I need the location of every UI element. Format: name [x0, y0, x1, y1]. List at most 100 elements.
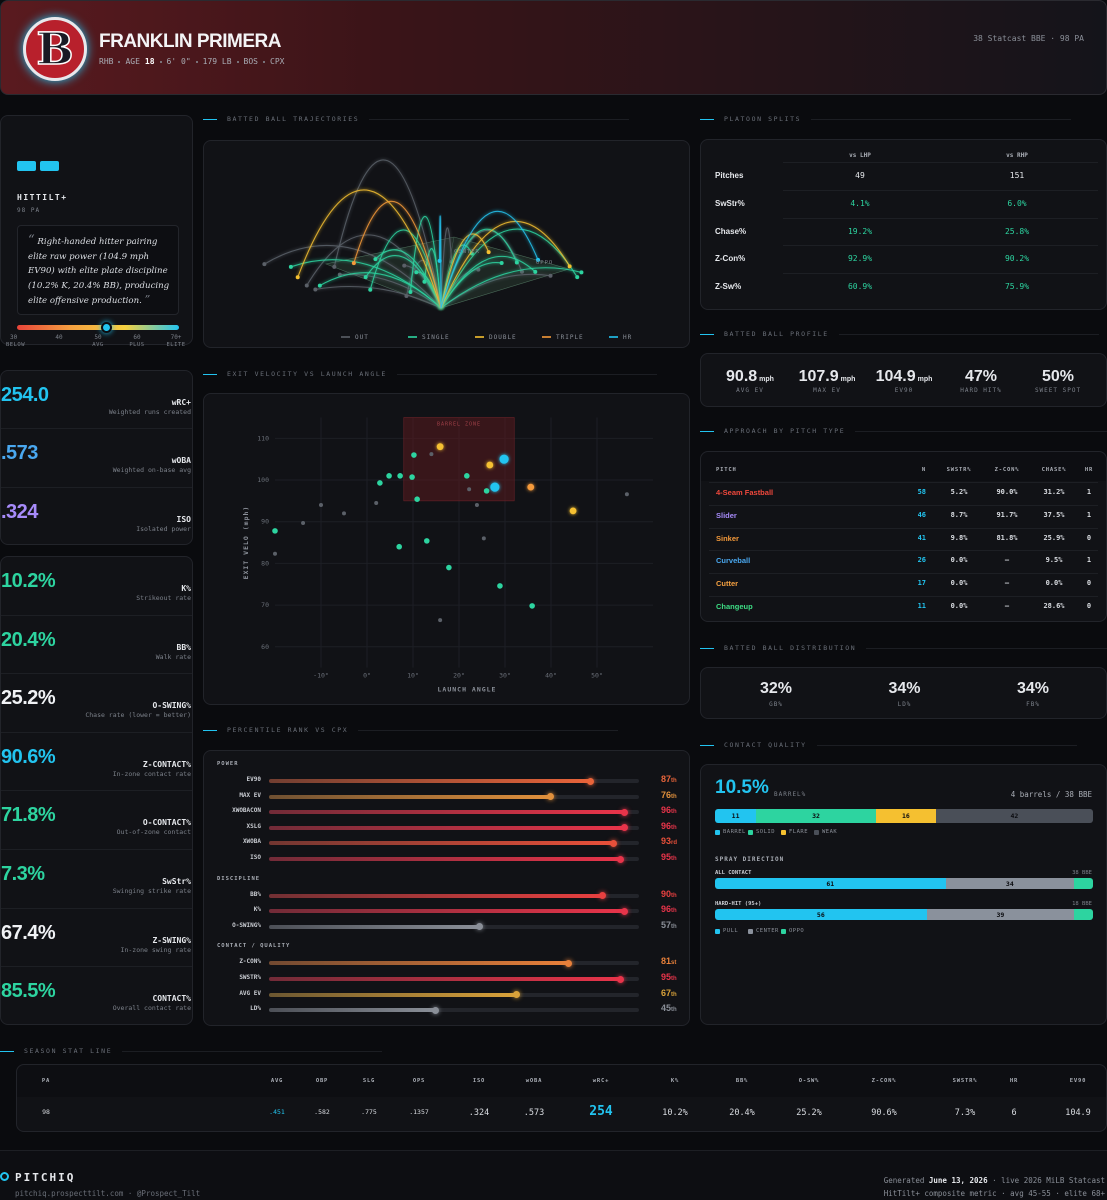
brand: PITCHIQ — [15, 1171, 76, 1184]
profile-metric: 104.9 mph — [866, 366, 942, 386]
data-point — [386, 473, 392, 479]
percentile-dot — [432, 1006, 439, 1014]
legend-swatch — [715, 929, 720, 934]
bar-segment: 42 — [935, 809, 1093, 823]
stat-label: CONTACT% — [152, 994, 191, 1004]
section-title: PLATOON SPLITS — [700, 115, 1072, 123]
percentile-bar — [269, 893, 602, 898]
metric-label: XWOBACON — [232, 807, 261, 815]
bar-segment — [1074, 878, 1093, 889]
x-tick-label: 50° — [591, 672, 603, 680]
pitch-stat: 0 — [1086, 579, 1092, 588]
percentile-bar — [269, 961, 569, 966]
data-point — [474, 503, 479, 508]
landing-point — [476, 267, 481, 272]
group-title: POWER — [217, 761, 239, 767]
column-header: OBP — [315, 1078, 329, 1084]
profile-panel: 90.8 mph AVG EV 107.9 mph MAX EV 104.9 mph EV90 4… — [700, 353, 1107, 407]
data-point — [411, 452, 417, 458]
section-title: BATTED BALL DISTRIBUTION — [700, 644, 1107, 652]
ordinal-suffix: th — [671, 824, 677, 831]
legend-swatch — [748, 830, 753, 835]
metric-label: MAX EV — [239, 791, 261, 799]
hittilt-sample: 98 PA — [17, 207, 41, 214]
x-axis-title: LAUNCH ANGLE — [438, 686, 497, 694]
ordinal-suffix: th — [671, 908, 677, 915]
pitch-stat: 28.6% — [1043, 602, 1065, 610]
stat-card: 71.8% O-CONTACT% Out-of-zone contact — [1, 791, 192, 850]
data-point — [429, 452, 434, 457]
bar-segment: 56 — [715, 909, 927, 920]
percentile-bar — [269, 977, 621, 981]
percentile-value: 67th — [661, 988, 677, 998]
percentile-dot — [476, 923, 484, 931]
metric-label: MAX EV — [813, 387, 841, 394]
pitch-stat: 90.0% — [996, 488, 1018, 496]
metric-label: XWOBA — [242, 838, 261, 846]
metric-label: Z-CON% — [239, 958, 261, 966]
column-header: wRC+ — [592, 1078, 610, 1084]
trajectory — [440, 210, 539, 309]
column-header: CHASE% — [1041, 467, 1067, 473]
column-header: vs LHP — [849, 152, 871, 159]
data-point — [374, 500, 379, 505]
landing-point — [317, 283, 322, 288]
column-header: HR — [1084, 467, 1094, 473]
x-tick-label: 10° — [407, 672, 419, 680]
stat-desc: Overall contact rate — [112, 1004, 191, 1013]
landing-point — [295, 275, 300, 280]
section-title: EXIT VELOCITY VS LAUNCH ANGLE — [203, 370, 657, 378]
y-tick-label: 100 — [257, 476, 269, 484]
stat-label: wRC+ — [171, 398, 191, 407]
scale-tick-desc: BELOW — [6, 342, 26, 348]
legend-swatch — [781, 929, 786, 934]
barrel-zone-label: BARREL ZONE — [437, 422, 481, 428]
quote-text: Right-handed hitter pairing elite raw po… — [28, 237, 170, 306]
stat-value: 90.6% — [1, 745, 56, 768]
percentile-number: 81 — [661, 956, 672, 967]
landing-point — [332, 264, 337, 269]
metric-value: 47% — [964, 368, 998, 385]
split-value: 4.1% — [850, 198, 870, 208]
percentile-value: 87th — [661, 774, 677, 784]
spray-row-label: ALL CONTACT — [715, 870, 752, 876]
row-label: Z-Con% — [715, 254, 746, 264]
stat-card: 85.5% CONTACT% Overall contact rate — [1, 967, 192, 1024]
data-point — [490, 482, 500, 492]
row-separator — [709, 527, 1098, 529]
stat-label: O-SWING% — [152, 701, 191, 711]
team: BOS — [243, 57, 258, 66]
legend-swatch — [715, 830, 720, 835]
scale-tick-desc: AVG — [92, 342, 104, 348]
group-title: CONTACT / QUALITY — [217, 943, 291, 950]
barrel-label: BARREL% — [774, 791, 807, 798]
distribution-label: LD% — [897, 701, 912, 708]
brand-icon — [0, 1172, 9, 1181]
percentile-dot — [513, 991, 521, 999]
stat-value: 71.8% — [1, 804, 56, 827]
pitch-stat: 26 — [917, 556, 926, 565]
column-header: wOBA — [525, 1078, 543, 1084]
stat-card: 20.4% BB% Walk rate — [1, 616, 192, 675]
data-point — [486, 461, 494, 469]
spray-title: SPRAY DIRECTION — [715, 856, 785, 863]
distribution-label: GB% — [769, 701, 783, 708]
player-meta: RHB AGE 18 6' 0" 179 LB BOS CPX — [99, 57, 284, 66]
landing-point — [499, 261, 504, 266]
percentile-value: 95th — [661, 972, 677, 982]
percentile-value: 96th — [661, 821, 677, 831]
stat-desc: Strikeout rate — [136, 594, 191, 602]
data-point — [436, 443, 444, 451]
ordinal-suffix: th — [671, 809, 677, 816]
data-point — [397, 473, 403, 479]
trajectory — [315, 285, 442, 309]
metric-label: O-SWING% — [232, 921, 261, 929]
landing-point — [373, 257, 378, 262]
pitch-stat: 17 — [917, 579, 926, 588]
pitch-stat: 5.2% — [950, 488, 968, 496]
pitch-name: Sinker — [716, 533, 739, 543]
pitch-stat: 31.2% — [1043, 488, 1065, 496]
stat-card: 254.0 wRC+ Weighted runs created — [1, 371, 192, 430]
badge — [17, 161, 36, 171]
ev-la-panel: -10° 0° 10° 20° 30° 40° 50° 60 70 80 90 100 110 BARRE… — [203, 393, 690, 705]
